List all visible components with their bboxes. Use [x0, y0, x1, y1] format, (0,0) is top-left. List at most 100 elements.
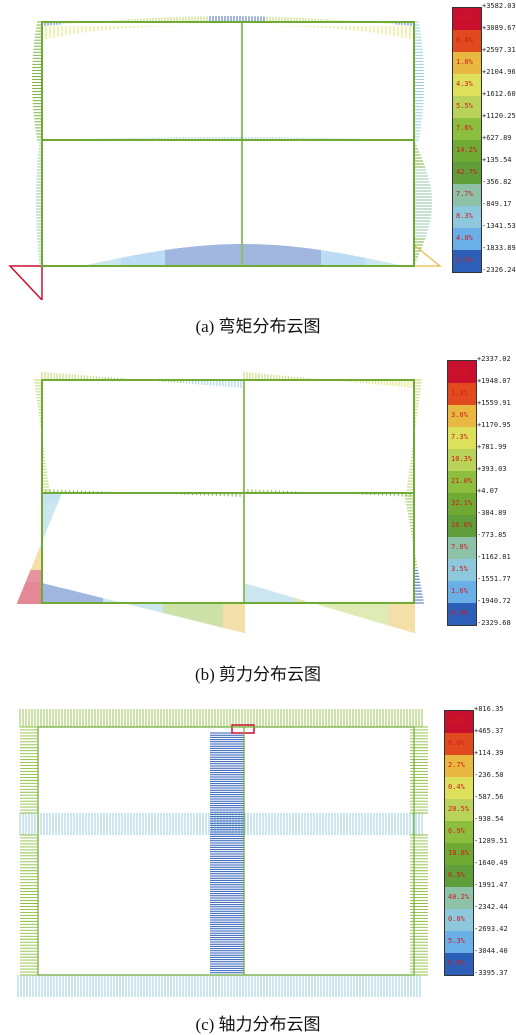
- legend-a-color-cell: [453, 74, 481, 96]
- legend-a-color-cell: [453, 118, 481, 140]
- legend-a-percent: 5.5%: [456, 102, 473, 110]
- legend-b-color-cell: [448, 515, 476, 537]
- frame-diagram-c: [17, 709, 428, 997]
- legend-b-value: +4.07: [477, 487, 499, 495]
- legend-a-percent: 4.0%: [456, 234, 473, 242]
- legend-c-color-cell: [445, 931, 473, 953]
- right-column-lower-axial: [410, 834, 428, 976]
- legend-b-color-cell: [448, 559, 476, 581]
- legend-c-value: -236.58: [474, 771, 504, 779]
- legend-b-color-cell: [448, 361, 476, 383]
- frame-diagram-b: [17, 372, 424, 633]
- middle-beam-axial: [19, 813, 423, 835]
- legend-c-percent: 0.0%: [448, 739, 465, 747]
- legend-c-value: +114.39: [474, 749, 504, 757]
- bottom-beam-moment: [83, 244, 403, 266]
- legend-b-color-cell: [448, 537, 476, 559]
- legend-a-value: -2326.24: [482, 266, 516, 274]
- legend-c-color-cell: [445, 799, 473, 821]
- legend-b-value: -2329.68: [477, 619, 511, 627]
- legend-c-value: -1289.51: [474, 837, 508, 845]
- legend-a-value: -1833.89: [482, 244, 516, 252]
- top-beam-moment-ends: [41, 26, 415, 40]
- legend-c-percent: 2.7%: [448, 761, 465, 769]
- legend-a-percent: 0.5%: [456, 14, 473, 22]
- legend-c-color-cell: [445, 711, 473, 733]
- legend-b-value: -384.89: [477, 509, 507, 517]
- legend-b-percent: 10.6%: [451, 521, 473, 529]
- legend-b-value: +1559.91: [477, 399, 511, 407]
- left-column-upper-moment: [32, 21, 42, 141]
- legend-a-color-cell: [453, 30, 481, 52]
- legend-c-color-cell: [445, 821, 473, 843]
- figure-b-shear-force: 0.5% 1.3% 3.8% 7.3% 10.3% 21.0% 32.1% 10.6% 7.0%…: [17, 355, 511, 684]
- legend-b-percent: 3.5%: [451, 565, 468, 573]
- legend-a-color-cell: [453, 52, 481, 74]
- legend-b-percent: 21.0%: [451, 477, 473, 485]
- legend-a-color-cell: [453, 250, 481, 272]
- legend-b-percent: 1.6%: [451, 587, 468, 595]
- legend-a-color-cell: [453, 140, 481, 162]
- legend-c-percent: 10.8%: [448, 849, 470, 857]
- legend-c-color-cell: [445, 953, 473, 975]
- legend-c-color-cell: [445, 777, 473, 799]
- legend-a-percent: 42.7%: [456, 168, 478, 176]
- bottom-left-moment-peak: [8, 265, 43, 300]
- legend-c-value: -2693.42: [474, 925, 508, 933]
- caption-b: (b) 剪力分布云图: [194, 665, 322, 684]
- legend-c-value: +465.37: [474, 727, 504, 735]
- center-column-top-tension: [231, 724, 255, 734]
- figure-a-bending-moment: 0.5% 0.8% 1.0% 4.3% 5.5% 7.6% 14.2% 42.7% 7.7% 8.…: [0, 0, 516, 340]
- legend-c-percent: 40.2%: [448, 893, 470, 901]
- legend-a-colorbar: [452, 7, 482, 273]
- legend-a-color-cell: [453, 162, 481, 184]
- legend-c-percent: 6.9%: [448, 827, 465, 835]
- legend-a-value: +135.54: [482, 156, 512, 164]
- legend-b-percent: 32.1%: [451, 499, 473, 507]
- legend-b-color-cell: [448, 581, 476, 603]
- legend-b-value: -1551.77: [477, 575, 511, 583]
- legend-c-value: +816.35: [474, 705, 504, 713]
- legend-c-color-cell: [445, 909, 473, 931]
- legend-a-value: +627.89: [482, 134, 512, 142]
- legend-c-color-cell: [445, 865, 473, 887]
- legend-a-value: +2104.96: [482, 68, 516, 76]
- legend-b-percent: 7.0%: [451, 543, 468, 551]
- left-column-upper-axial: [20, 726, 38, 814]
- caption-a: (a) 弯矩分布云图: [195, 317, 321, 336]
- legend-c-value: -587.56: [474, 793, 504, 801]
- legend-b-value: +2337.02: [477, 355, 511, 363]
- legend-b-percent: 0.9%: [451, 609, 468, 617]
- right-column-upper-moment: [414, 21, 424, 141]
- legend-a-value: +2597.31: [482, 46, 516, 54]
- legend-a-percent: 0.8%: [456, 36, 473, 44]
- legend-b-color-cell: [448, 603, 476, 625]
- legend-b-color-cell: [448, 383, 476, 405]
- legend-a-color-cell: [453, 8, 481, 30]
- legend-a-percent: 7.6%: [456, 124, 473, 132]
- legend-b-color-cell: [448, 405, 476, 427]
- center-column-axial: [210, 732, 244, 974]
- legend-a-color-cell: [453, 206, 481, 228]
- legend-a-value: +3089.67: [482, 24, 516, 32]
- legend-b-value: -773.85: [477, 531, 507, 539]
- legend-c-value: -1640.49: [474, 859, 508, 867]
- legend-c-percent: 0.0%: [448, 915, 465, 923]
- legend-b-percent: 7.3%: [451, 433, 468, 441]
- legend-a-value: +1612.60: [482, 90, 516, 98]
- legend-b-value: -1940.72: [477, 597, 511, 605]
- legend-a-percent: 3.3%: [456, 256, 473, 264]
- legend-b-value: -1162.81: [477, 553, 511, 561]
- legend-b-percent: 10.3%: [451, 455, 473, 463]
- legend-c-color-cell: [445, 755, 473, 777]
- legend-b-color-cell: [448, 427, 476, 449]
- legend-c-value: -1991.47: [474, 881, 508, 889]
- legend-a-percent: 14.2%: [456, 146, 478, 154]
- legend-c-value: -3044.40: [474, 947, 508, 955]
- legend-b-value: +393.03: [477, 465, 507, 473]
- legend-a-percent: 8.3%: [456, 212, 473, 220]
- frame-outline: [41, 21, 415, 267]
- left-column-lower-axial: [20, 834, 38, 976]
- legend-b-percent: 0.5%: [451, 367, 468, 375]
